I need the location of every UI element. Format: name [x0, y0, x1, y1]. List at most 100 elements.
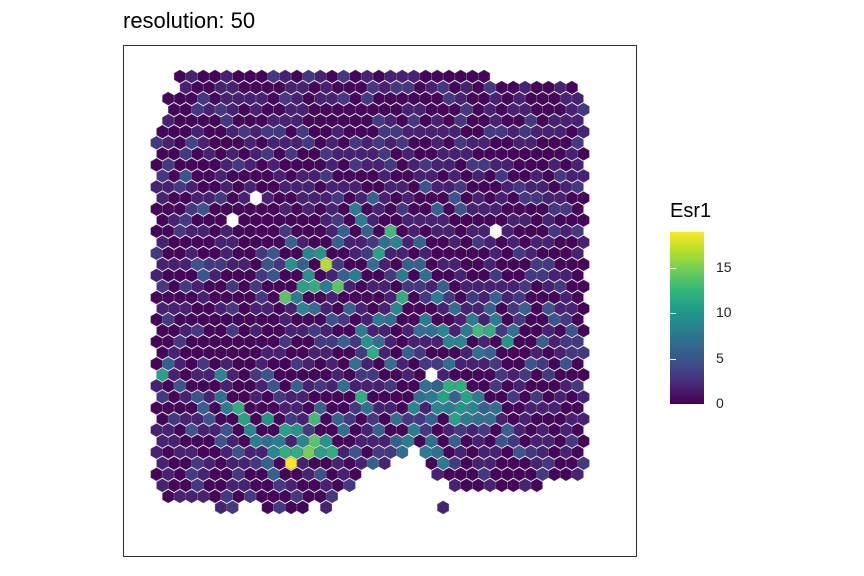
hex-spot — [296, 345, 309, 360]
hex-spot — [384, 423, 397, 437]
hex-spot — [238, 80, 251, 95]
hex-spot — [361, 423, 374, 437]
hex-spot — [203, 368, 216, 382]
hex-spot — [378, 301, 391, 316]
hex-spot — [337, 135, 350, 150]
hex-spot — [232, 312, 245, 327]
hex-spot — [162, 224, 175, 239]
hex-spot — [571, 202, 584, 216]
hex-spot — [390, 390, 403, 404]
hex-spot — [320, 102, 333, 117]
hex-spot — [460, 434, 473, 448]
hex-spot — [308, 279, 321, 294]
hex-spot — [513, 180, 526, 194]
hex-spot — [156, 235, 169, 250]
hex-spot — [209, 312, 221, 327]
hex-spot — [513, 246, 526, 261]
hex-spot — [484, 213, 496, 227]
hex-spot — [302, 91, 315, 106]
hex-spot — [232, 356, 245, 371]
hex-spot — [443, 334, 455, 349]
hex-spot — [548, 91, 561, 106]
hex-spot — [355, 257, 368, 272]
hex-spot — [214, 169, 227, 183]
hex-spot — [536, 202, 549, 216]
hex-spot — [331, 147, 344, 161]
hex-spot — [542, 456, 555, 471]
hex-spot — [279, 224, 292, 239]
hex-spot — [279, 158, 292, 172]
hex-spot — [308, 301, 321, 316]
hex-spot — [285, 80, 297, 95]
hex-spot — [244, 268, 257, 283]
hex-spot — [571, 401, 584, 415]
hex-spot — [337, 356, 350, 371]
hex-spot — [501, 113, 514, 128]
hex-spot — [495, 301, 508, 316]
hex-spot — [530, 213, 543, 227]
hex-spot — [179, 456, 192, 471]
hex-spot — [302, 379, 315, 393]
hex-spot — [185, 158, 198, 172]
hex-spot — [501, 423, 514, 437]
hex-spot — [285, 434, 297, 448]
hex-spot — [431, 158, 444, 172]
hex-spot — [168, 169, 180, 183]
hex-spot — [179, 191, 192, 205]
hex-spot — [372, 356, 385, 371]
hex-spot — [343, 213, 356, 227]
hex-spot — [361, 224, 374, 239]
hex-spot — [226, 124, 239, 139]
hex-spot — [437, 80, 450, 95]
hex-spot — [513, 224, 526, 239]
hex-spot — [343, 191, 356, 205]
hex-spot — [513, 445, 526, 460]
hex-spot — [162, 202, 175, 216]
hex-spot — [179, 478, 192, 493]
hex-spot — [507, 345, 520, 360]
hex-spot — [361, 202, 374, 216]
hex-spot — [226, 434, 239, 448]
hex-spot — [244, 91, 257, 106]
hex-spot — [326, 246, 338, 261]
hex-spot — [179, 235, 192, 250]
hex-spot — [513, 423, 526, 437]
hex-spot — [361, 379, 374, 393]
hex-spot — [448, 191, 461, 205]
hex-spot — [226, 345, 239, 360]
hex-spot — [308, 235, 321, 250]
hex-spot — [296, 191, 309, 205]
hex-spot — [472, 279, 485, 294]
hex-spot — [279, 334, 292, 349]
hex-spot — [238, 169, 251, 183]
hex-spot — [326, 180, 338, 194]
hex-spot — [560, 423, 572, 437]
hex-spot — [355, 147, 368, 161]
hex-spot — [507, 235, 520, 250]
hex-spot — [489, 467, 502, 482]
hex-spot — [214, 191, 227, 205]
hex-spot — [150, 158, 163, 172]
hex-spot — [320, 169, 333, 183]
hex-spot — [331, 213, 344, 227]
hex-spot — [454, 69, 467, 84]
hex-spot — [565, 279, 578, 294]
hex-spot — [484, 235, 496, 250]
hex-spot — [349, 312, 362, 327]
hex-spot — [437, 412, 450, 426]
hex-spot — [214, 213, 227, 227]
hex-spot — [419, 135, 432, 150]
hex-spot — [560, 379, 572, 393]
hex-spot — [191, 80, 204, 95]
hex-spot — [460, 279, 473, 294]
hex-spot — [554, 301, 567, 316]
hex-spot — [273, 368, 286, 382]
hex-spot — [320, 279, 333, 294]
hex-spot — [419, 91, 432, 106]
hex-spot — [361, 445, 374, 460]
hex-spot — [501, 180, 514, 194]
hex-spot — [519, 235, 531, 250]
hex-spot — [560, 401, 572, 415]
hex-spot — [501, 290, 514, 305]
hex-spot — [168, 412, 180, 426]
